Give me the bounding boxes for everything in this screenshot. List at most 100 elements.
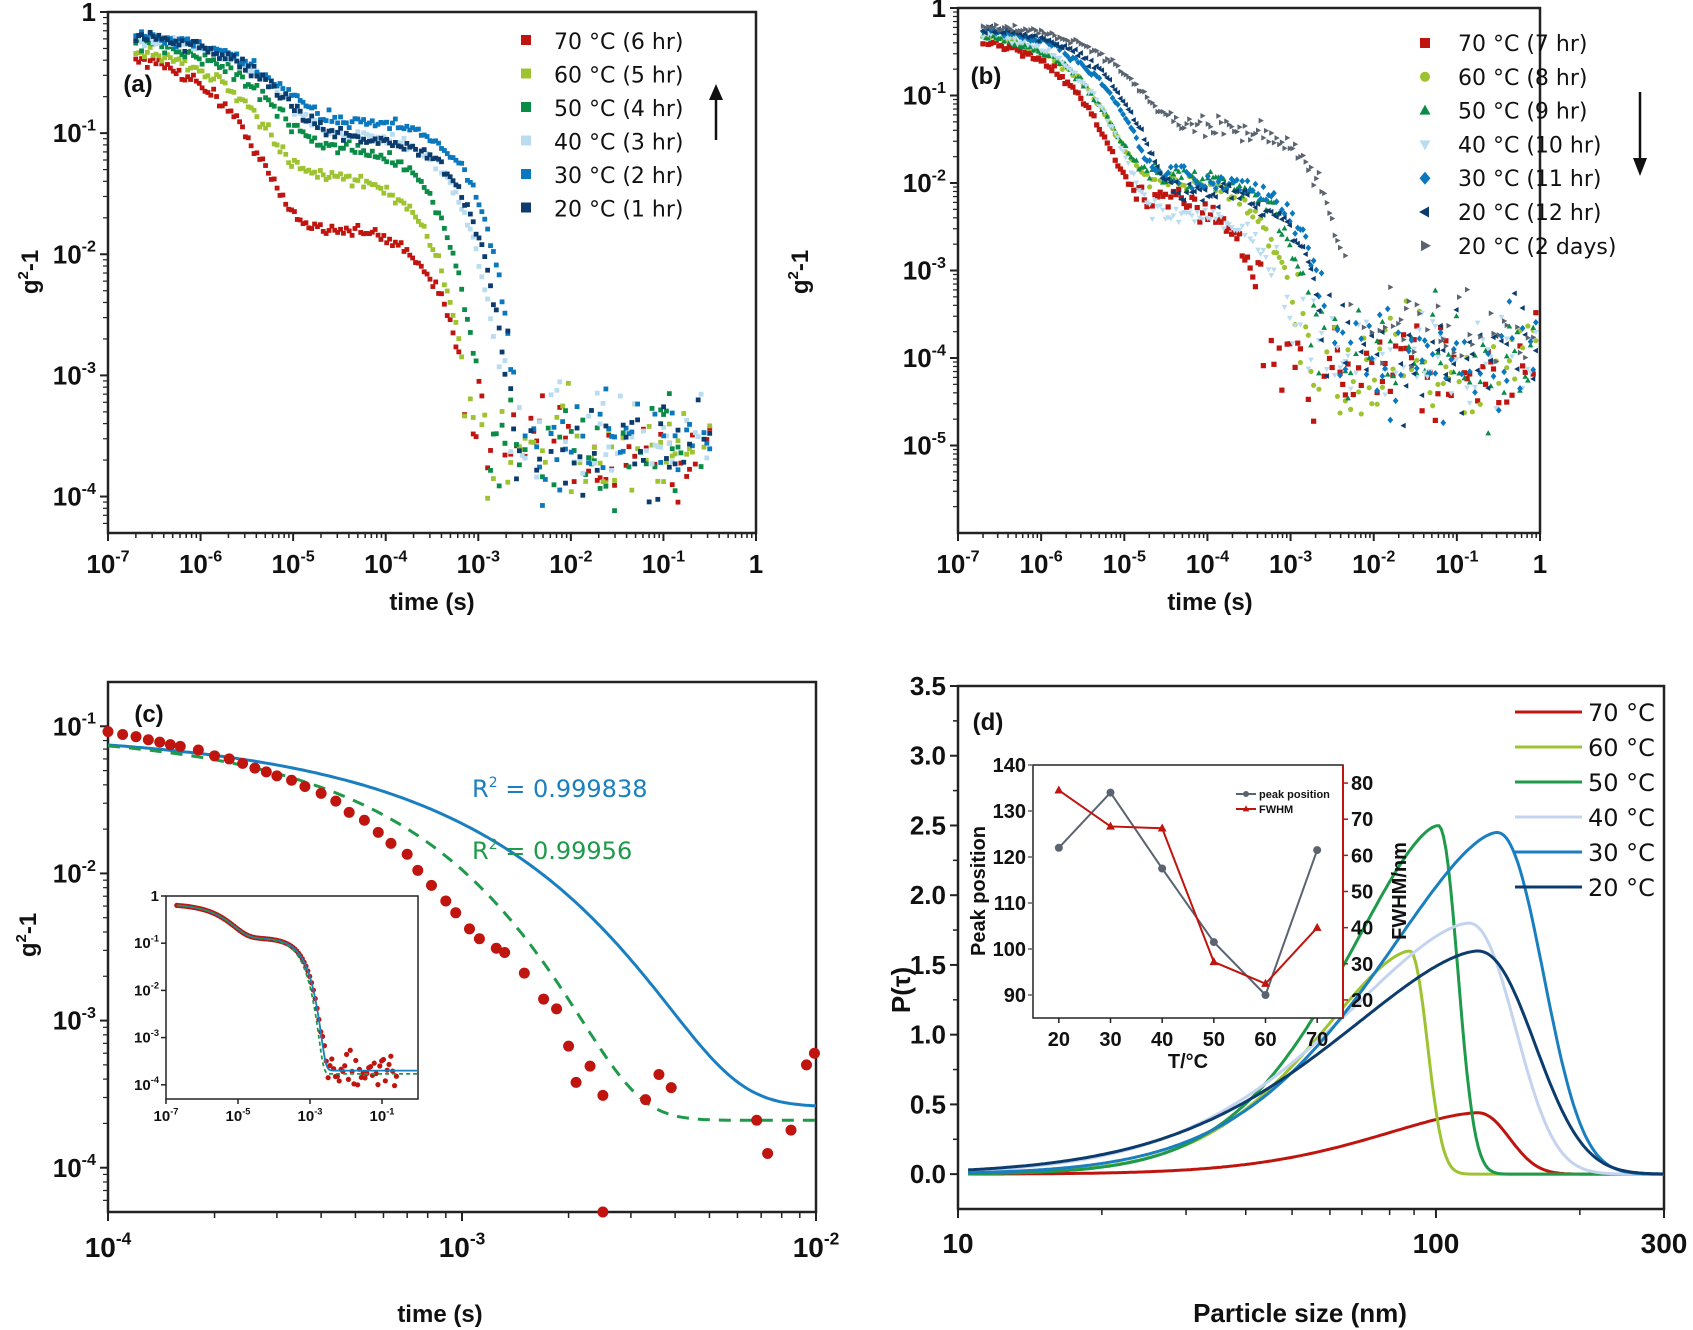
data-point bbox=[277, 95, 283, 101]
data-point bbox=[623, 425, 629, 431]
data-point bbox=[153, 51, 159, 57]
data-point bbox=[563, 435, 568, 441]
inset-x-tick-label-exp: -7 bbox=[170, 1106, 178, 1116]
data-point bbox=[1085, 63, 1091, 70]
y-tick-label: 10-5 bbox=[903, 429, 946, 461]
data-point bbox=[1125, 106, 1131, 113]
data-point bbox=[254, 150, 260, 156]
inset-data-point bbox=[355, 1082, 361, 1088]
data-point bbox=[1355, 389, 1362, 395]
data-point bbox=[1202, 183, 1209, 191]
data-point bbox=[1271, 267, 1277, 273]
data-point bbox=[231, 53, 237, 58]
data-point bbox=[1017, 28, 1024, 34]
data-point bbox=[294, 93, 300, 99]
data-point bbox=[1313, 291, 1319, 298]
data-point bbox=[378, 186, 384, 191]
data-point bbox=[1160, 193, 1166, 199]
data-point bbox=[1374, 338, 1380, 344]
data-point bbox=[441, 282, 447, 288]
data-point bbox=[1284, 274, 1290, 280]
data-point bbox=[217, 51, 222, 57]
data-point bbox=[338, 226, 343, 232]
data-point bbox=[600, 465, 606, 470]
data-point bbox=[205, 73, 211, 79]
data-point bbox=[1284, 200, 1291, 208]
data-point bbox=[1403, 345, 1409, 351]
data-point bbox=[1355, 365, 1362, 371]
data-point bbox=[1472, 388, 1478, 396]
data-point bbox=[1461, 375, 1468, 381]
data-point bbox=[283, 201, 289, 207]
data-point bbox=[565, 423, 571, 429]
data-point bbox=[479, 242, 485, 248]
data-point bbox=[407, 203, 413, 209]
data-point bbox=[144, 37, 150, 43]
data-point bbox=[447, 245, 453, 250]
y-tick-label-base: 10 bbox=[53, 482, 82, 512]
data-point bbox=[329, 119, 335, 124]
y-tick-label-base: 10 bbox=[53, 711, 82, 741]
data-point bbox=[1413, 364, 1420, 372]
data-point bbox=[1305, 396, 1311, 402]
data-point bbox=[361, 136, 367, 142]
data-point bbox=[364, 131, 369, 137]
data-point bbox=[1088, 111, 1095, 117]
data-point bbox=[1485, 385, 1491, 392]
data-point bbox=[695, 397, 701, 403]
data-point bbox=[606, 444, 612, 450]
y-tick-label-base: 10 bbox=[53, 361, 82, 391]
data-point bbox=[306, 225, 312, 231]
data-point bbox=[1406, 298, 1412, 305]
x-tick-label-exp: -1 bbox=[1464, 547, 1478, 565]
data-point bbox=[1286, 222, 1292, 229]
data-point bbox=[1030, 47, 1037, 53]
inset-y-tick-label: 10-4 bbox=[134, 1075, 160, 1094]
data-point bbox=[407, 144, 413, 150]
data-point bbox=[133, 51, 139, 56]
data-point bbox=[156, 53, 162, 59]
data-point bbox=[629, 420, 635, 425]
data-point bbox=[315, 224, 320, 230]
data-point bbox=[1310, 275, 1316, 282]
data-point bbox=[1072, 46, 1078, 53]
inset-left-axis-title: Peak position bbox=[968, 826, 990, 956]
data-point bbox=[245, 63, 251, 69]
data-point bbox=[248, 105, 254, 111]
y-tick-label-exp: -3 bbox=[82, 359, 96, 377]
data-point bbox=[687, 422, 692, 427]
data-point bbox=[1437, 322, 1443, 329]
data-point bbox=[410, 125, 416, 131]
data-point bbox=[476, 378, 482, 384]
data-point bbox=[1316, 386, 1322, 392]
data-point bbox=[1506, 323, 1513, 329]
data-point bbox=[687, 466, 692, 472]
inset-legend-label: peak position bbox=[1259, 789, 1330, 801]
x-axis-title: time (s) bbox=[389, 589, 474, 616]
data-point bbox=[580, 433, 586, 439]
data-point bbox=[1493, 406, 1500, 412]
data-point bbox=[385, 837, 397, 849]
data-point bbox=[1007, 25, 1013, 32]
data-point bbox=[1451, 349, 1457, 356]
legend-marker bbox=[1421, 240, 1431, 252]
y-tick-label: 10-2 bbox=[53, 238, 96, 270]
data-point bbox=[1130, 127, 1137, 135]
data-point bbox=[1070, 37, 1077, 44]
data-point bbox=[1435, 355, 1441, 361]
data-point bbox=[332, 134, 338, 140]
data-point bbox=[1154, 163, 1160, 170]
data-point bbox=[1297, 243, 1303, 250]
data-point bbox=[436, 210, 442, 216]
data-point bbox=[176, 49, 182, 55]
data-point bbox=[274, 83, 280, 89]
data-point bbox=[1509, 334, 1515, 342]
data-point bbox=[439, 215, 444, 221]
data-point bbox=[289, 93, 294, 98]
data-point bbox=[623, 434, 629, 440]
data-point bbox=[199, 43, 205, 49]
data-point bbox=[1255, 260, 1261, 266]
data-point bbox=[364, 140, 369, 145]
data-point bbox=[1358, 382, 1364, 389]
